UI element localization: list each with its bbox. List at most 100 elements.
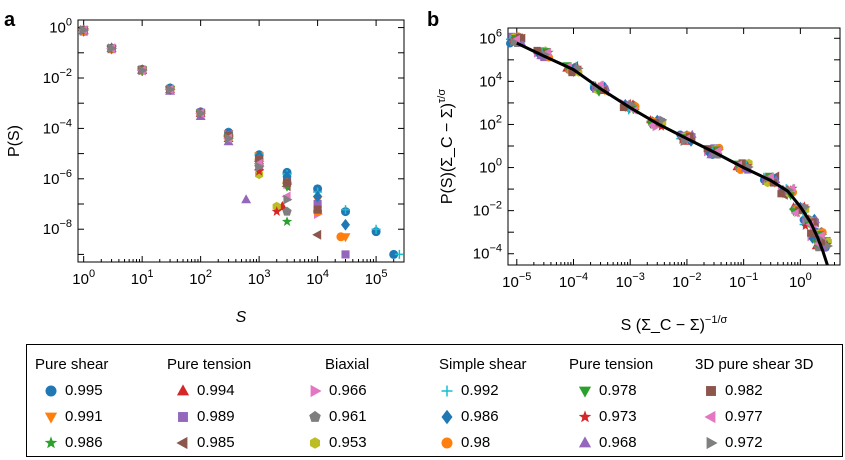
legend-label: 0.986 bbox=[461, 408, 499, 425]
legend-marker-icon bbox=[45, 385, 57, 396]
legend-item-3-0: 0.992 bbox=[439, 382, 499, 399]
panel-b-point-s15-2 bbox=[568, 68, 576, 77]
panel-b-x-tick-label-0: 10−5 bbox=[502, 271, 531, 291]
legend-label: 0.982 bbox=[725, 382, 763, 399]
legend-label: 0.986 bbox=[65, 434, 103, 451]
panel-a-point-s17-7 bbox=[283, 194, 293, 205]
legend-label: 0.961 bbox=[329, 408, 367, 425]
panel-b-y-tick-label-3: 100 bbox=[479, 157, 502, 177]
panel-b-point-s15-13 bbox=[807, 229, 815, 237]
legend-marker-triangle-left bbox=[176, 436, 188, 449]
panel-a-point-s9-11 bbox=[394, 249, 404, 259]
panel-b-y-tick-label-5: 10−4 bbox=[473, 243, 502, 263]
legend-label: 0.991 bbox=[65, 408, 103, 425]
panel-b-point-s17-6 bbox=[680, 137, 689, 146]
legend-label: 0.995 bbox=[65, 382, 103, 399]
panel-b-point-s15-14 bbox=[817, 237, 826, 246]
legend-label: 0.994 bbox=[197, 382, 235, 399]
legend-item-2-2: 0.953 bbox=[307, 434, 367, 451]
panel-a-point-s4-9 bbox=[341, 250, 350, 259]
legend-marker-icon bbox=[441, 437, 453, 448]
legend-marker-hexagon bbox=[310, 436, 320, 449]
panel-a-point-s10-8 bbox=[313, 190, 323, 203]
panel-a-point-s4-8 bbox=[313, 199, 322, 209]
legend: Pure shear Pure tension Biaxial Simple shea… bbox=[26, 344, 843, 457]
legend-marker-icon bbox=[310, 384, 322, 397]
panel-b-y-tick-label-1: 104 bbox=[479, 70, 502, 90]
panel-b-point-s10-13 bbox=[808, 233, 817, 244]
panel-a-point-s17-5 bbox=[224, 133, 234, 144]
legend-item-4-0: 0.978 bbox=[577, 382, 637, 399]
legend-item-0-2: 0.986 bbox=[43, 434, 103, 451]
legend-label: 0.985 bbox=[197, 434, 235, 451]
legend-header-0: Pure shear bbox=[35, 356, 109, 373]
legend-marker-plus bbox=[441, 385, 453, 396]
panel-b-x-tick-label-1: 10−4 bbox=[559, 271, 588, 291]
panel-b-x-tick-label-3: 10−2 bbox=[672, 271, 701, 291]
legend-header-5: 3D pure shear 3D bbox=[695, 356, 814, 373]
panel-a-point-s15-7 bbox=[282, 178, 292, 187]
panel-a-y-tick-label-2: 10−4 bbox=[43, 117, 72, 137]
legend-label: 0.989 bbox=[197, 408, 235, 425]
panel-a-point-s17-2 bbox=[138, 65, 148, 76]
panel-b-point-s16-3 bbox=[595, 80, 604, 90]
legend-label: 0.972 bbox=[725, 434, 763, 451]
panel-b-point-s15-1 bbox=[533, 46, 541, 55]
panel-a-point-s17-3 bbox=[166, 84, 176, 95]
legend-item-0-1: 0.991 bbox=[43, 408, 103, 425]
legend-marker-icon bbox=[44, 412, 58, 424]
panel-a-y-tick-label-4: 10−8 bbox=[43, 218, 72, 238]
panel-a-point-s9-9 bbox=[341, 205, 351, 215]
legend-item-2-1: 0.961 bbox=[307, 408, 367, 425]
legend-marker-icon bbox=[578, 409, 592, 422]
panel-a-point-s13-6 bbox=[254, 165, 265, 176]
panel-a-point-s17-4 bbox=[197, 108, 206, 119]
panel-b-ylabel: P(S)(Σ_C − Σ)τ/σ bbox=[436, 89, 456, 205]
panel-b-fit-curve bbox=[516, 41, 829, 266]
legend-item-4-1: 0.973 bbox=[577, 408, 637, 425]
legend-marker-icon bbox=[706, 385, 716, 396]
panel-a-point-s17-1 bbox=[108, 43, 117, 54]
panel-a-point-s9-10 bbox=[371, 224, 381, 234]
legend-item-5-2: 0.972 bbox=[703, 434, 763, 451]
legend-label: 0.953 bbox=[329, 434, 367, 451]
panel-a: a 100 101 102 103 104 10510010−210−410−610−8 … bbox=[4, 9, 405, 326]
panel-a-point-s11-9 bbox=[336, 232, 346, 242]
panel-a-ylabel: P(S) bbox=[6, 125, 23, 157]
panel-b-point-s13-12 bbox=[800, 221, 810, 230]
panel-b-y-tick-label-0: 106 bbox=[479, 27, 502, 47]
panel-a-ticks: 100 101 102 103 104 105 100 10−2 10−4 10−6 10−8 bbox=[43, 17, 405, 288]
panel-b-point-s15-11 bbox=[795, 206, 803, 214]
legend-marker-triangle-up bbox=[176, 383, 190, 395]
panel-a-point-s10-9 bbox=[341, 218, 350, 231]
panel-a-xlabel: S bbox=[236, 309, 247, 326]
legend-item-3-1: 0.986 bbox=[439, 408, 499, 425]
panel-b-point-s16-13 bbox=[816, 231, 825, 240]
panel-b-y-tick-label-4: 10−2 bbox=[473, 200, 502, 220]
legend-header-4: Pure tension bbox=[569, 356, 654, 373]
legend-marker-square bbox=[706, 385, 716, 396]
legend-marker-triangle-down bbox=[578, 386, 592, 398]
legend-item-3-2: 0.98 bbox=[439, 434, 490, 451]
panel-a-y-tick-label-1: 10−2 bbox=[43, 67, 72, 87]
legend-marker-icon bbox=[578, 386, 592, 398]
panel-a-x-tick-label-5: 105 bbox=[365, 268, 388, 288]
panel-a-point-s5-8 bbox=[312, 229, 322, 240]
panel-b-point-s15-10 bbox=[777, 190, 785, 198]
legend-label: 0.977 bbox=[725, 408, 763, 425]
legend-marker-triangle-right bbox=[310, 384, 322, 397]
legend-item-1-0: 0.994 bbox=[175, 382, 235, 399]
panel-b-point-s16-0 bbox=[512, 34, 520, 44]
panel-a-label: a bbox=[4, 9, 16, 31]
panel-b: b 10−5 10−4 10−3 10−2 10−1 10010610410210010−… bbox=[427, 9, 841, 334]
panel-b-point-s17-11 bbox=[802, 202, 811, 212]
panel-a-point-s17-0 bbox=[80, 25, 90, 35]
legend-marker-icon bbox=[578, 435, 592, 447]
legend-marker-triangle-right bbox=[706, 436, 718, 449]
panel-b-point-s16-11 bbox=[790, 208, 799, 218]
legend-header-2: Biaxial bbox=[325, 356, 370, 373]
panel-b-point-s17-0 bbox=[510, 37, 519, 47]
legend-marker-pentagon bbox=[309, 410, 321, 422]
panel-b-point-s15-4 bbox=[619, 103, 628, 112]
legend-marker-circle bbox=[45, 385, 57, 396]
